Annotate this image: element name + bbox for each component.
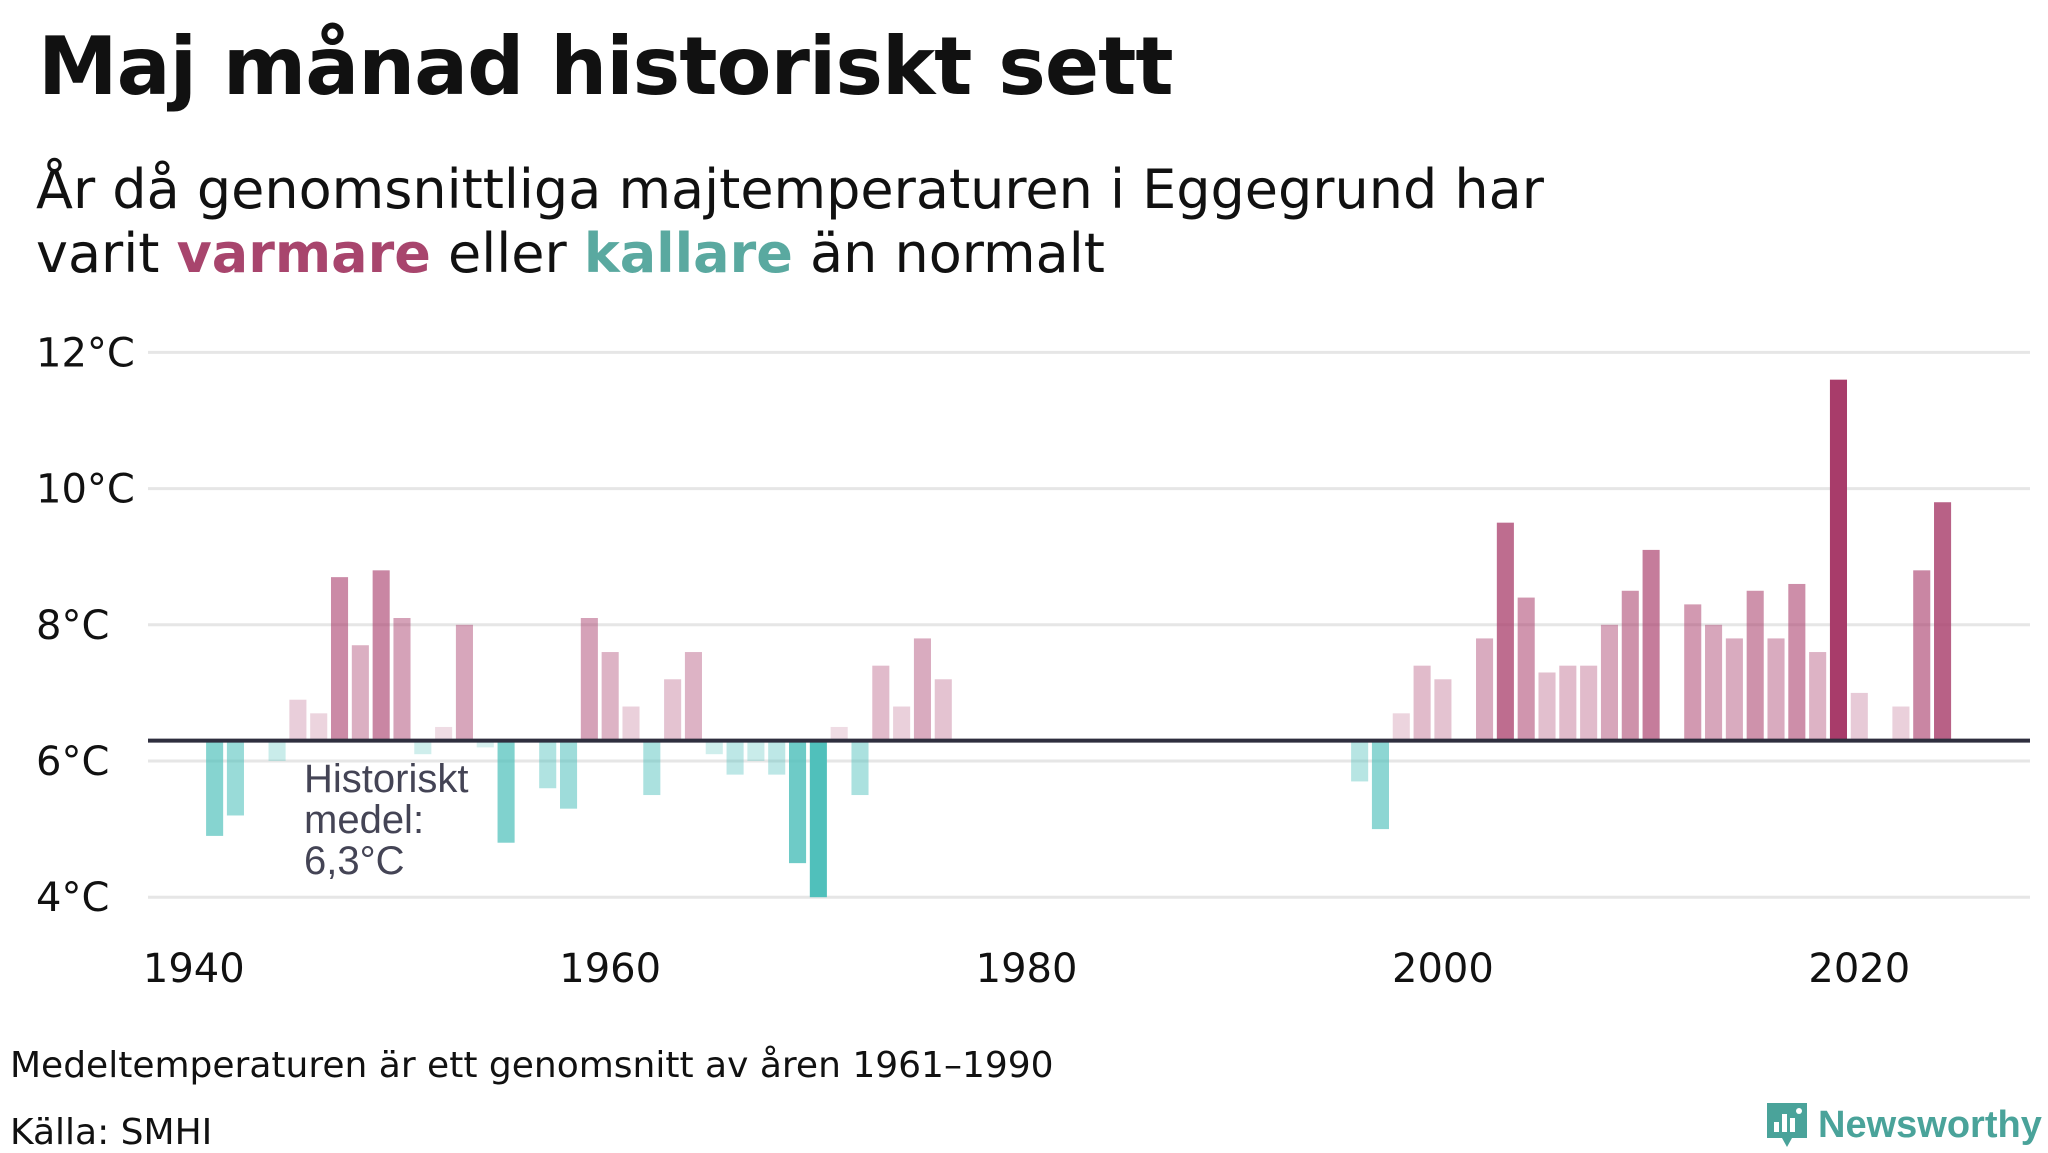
bar-warm (1746, 590, 1764, 741)
y-tick-label: 10°C (36, 467, 135, 513)
bar-cold (476, 740, 494, 748)
bar-warm (1538, 672, 1556, 741)
y-tick-label: 6°C (36, 739, 109, 785)
bar-warm (289, 699, 307, 741)
bar-warm (1829, 379, 1848, 741)
bar-warm (580, 618, 598, 741)
annotation-line-3: 6,3°C (304, 839, 405, 883)
warm-keyword: varmare (176, 222, 431, 285)
bar-cold (559, 740, 578, 809)
bar-warm (1850, 692, 1868, 741)
bar-warm (1934, 502, 1952, 741)
bar-cold (414, 740, 432, 755)
brand-logo: Newsworthy (1764, 1100, 2042, 1150)
bar-warm (830, 726, 848, 741)
bar-cold (726, 740, 744, 775)
bar-warm (1434, 679, 1452, 741)
bar-cold (268, 740, 286, 761)
y-axis-ticks: 4°C 6°C 8°C 10°C 12°C (36, 330, 135, 921)
brand-name: Newsworthy (1818, 1103, 2042, 1146)
cold-keyword: kallare (583, 222, 793, 285)
bar-warm (1517, 597, 1535, 741)
bar-warm (1559, 665, 1577, 741)
bar-warm (622, 706, 640, 741)
bar-warm (684, 652, 702, 741)
bar-cold (851, 740, 869, 796)
bar-warm (934, 679, 952, 741)
bar-warm (1684, 604, 1702, 741)
annotation-line-2: medel: (304, 798, 424, 842)
source-note: Källa: SMHI (10, 1112, 213, 1153)
bar-warm (1392, 713, 1410, 741)
newsworthy-logo-icon (1767, 1103, 1807, 1147)
subtitle-suffix: än normalt (792, 222, 1105, 285)
bar-warm (1600, 624, 1619, 741)
x-axis-ticks: 1940 1960 1980 2000 2020 (143, 946, 1910, 992)
bar-cold (206, 740, 224, 836)
bar-warm (601, 652, 619, 741)
bar-warm (330, 577, 349, 741)
bar-warm (1621, 590, 1639, 741)
subtitle-line-2: varit varmare eller kallare än normalt (36, 222, 1636, 286)
bar-warm (372, 570, 390, 741)
x-tick-label: 1980 (976, 946, 1078, 992)
bar-warm (913, 638, 931, 741)
bar-cold (1351, 740, 1369, 782)
y-tick-label: 12°C (36, 330, 135, 376)
bar-cold (747, 740, 765, 761)
bars (206, 379, 1952, 898)
bar-warm (1725, 638, 1743, 741)
x-tick-label: 1940 (143, 946, 245, 992)
bar-warm (455, 624, 473, 741)
chart-subtitle: År då genomsnittliga majtemperaturen i E… (36, 158, 1636, 286)
bar-warm (435, 726, 453, 741)
bar-cold (226, 740, 244, 816)
bar-warm (664, 679, 682, 741)
bar-warm (1767, 638, 1785, 741)
y-tick-label: 8°C (36, 603, 109, 649)
bar-warm (1705, 624, 1723, 741)
bar-cold (643, 740, 661, 796)
bar-warm (1580, 665, 1598, 741)
bar-cold (705, 740, 723, 755)
chart-title: Maj månad historiskt sett (38, 20, 1174, 113)
bar-warm (1913, 570, 1931, 741)
mean-annotation: Historiskt medel: 6,3°C (304, 757, 480, 883)
x-tick-label: 1960 (559, 946, 661, 992)
bar-warm (1413, 665, 1431, 741)
bar-warm (1809, 652, 1827, 741)
bar-warm (1788, 583, 1806, 741)
y-tick-label: 4°C (36, 875, 109, 921)
bar-cold (539, 740, 557, 789)
bar-warm (351, 645, 369, 741)
bar-cold (809, 740, 827, 898)
bar-warm (310, 713, 328, 741)
bar-cold (497, 740, 515, 843)
bar-warm (1476, 638, 1494, 741)
x-tick-label: 2020 (1808, 946, 1910, 992)
subtitle-prefix: varit (36, 222, 177, 285)
bar-cold (768, 740, 786, 775)
subtitle-line-1: År då genomsnittliga majtemperaturen i E… (36, 158, 1544, 221)
bar-warm (1642, 549, 1660, 741)
bar-warm (872, 665, 890, 741)
bar-warm (1892, 706, 1910, 741)
bar-warm (393, 618, 411, 741)
footnote: Medeltemperaturen är ett genomsnitt av å… (10, 1045, 1054, 1086)
x-tick-label: 2000 (1392, 946, 1494, 992)
bar-cold (789, 740, 807, 864)
gridlines (148, 350, 2030, 899)
subtitle-middle: eller (430, 222, 584, 285)
bar-cold (1371, 740, 1389, 830)
annotation-line-1: Historiskt (304, 757, 468, 801)
bar-warm (893, 706, 911, 741)
bar-warm (1496, 522, 1514, 741)
